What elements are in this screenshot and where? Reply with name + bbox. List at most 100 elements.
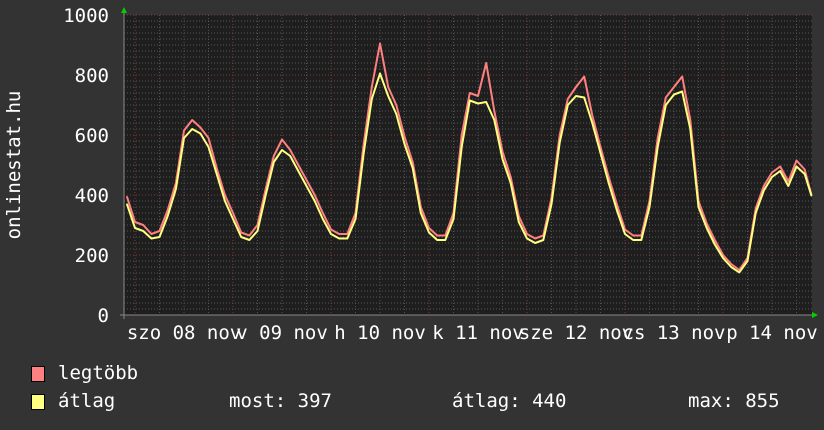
data-point xyxy=(322,218,324,220)
data-point xyxy=(314,200,316,202)
data-point xyxy=(403,143,406,145)
data-point xyxy=(305,185,308,187)
data-point xyxy=(632,239,634,241)
data-point xyxy=(436,239,438,241)
data-point xyxy=(469,92,471,94)
data-point xyxy=(191,119,193,121)
data-point xyxy=(150,237,152,240)
data-point xyxy=(330,228,332,231)
data-point xyxy=(346,237,348,240)
data-point xyxy=(730,266,732,268)
data-point xyxy=(387,86,389,88)
data-point xyxy=(126,203,128,205)
data-point xyxy=(591,122,593,124)
data-point xyxy=(689,119,691,121)
data-point xyxy=(224,200,226,202)
series-avg xyxy=(125,72,813,274)
data-point xyxy=(322,212,324,214)
data-point xyxy=(485,101,487,103)
legend-label-max: legtöbb xyxy=(58,362,139,384)
data-point xyxy=(706,222,708,225)
stat-atlag: átlag: 440 xyxy=(452,390,567,412)
data-point xyxy=(273,161,275,163)
data-point xyxy=(363,143,365,145)
legend-swatch-avg xyxy=(31,394,45,410)
y-axis-arrow-icon xyxy=(121,7,127,13)
data-point xyxy=(134,221,136,223)
data-point xyxy=(387,95,389,97)
data-point xyxy=(795,165,798,168)
y-tick-label: 0 xyxy=(98,305,109,327)
data-point xyxy=(469,99,471,102)
data-point xyxy=(265,194,267,196)
data-point xyxy=(158,230,161,232)
stat-most: most: 397 xyxy=(229,390,332,412)
data-point xyxy=(542,239,544,241)
data-point xyxy=(248,234,250,237)
data-point xyxy=(795,159,798,162)
data-point xyxy=(444,239,446,241)
x-tick-label: k 11 nov xyxy=(432,322,524,344)
data-point xyxy=(297,164,299,166)
data-point xyxy=(616,203,618,205)
data-point xyxy=(591,114,593,117)
y-axis-ticks: 0 200 400 600 800 1000 xyxy=(63,5,109,327)
x-tick-label: h 10 nov xyxy=(334,322,426,344)
data-point xyxy=(697,206,700,208)
data-point xyxy=(461,146,463,148)
data-point xyxy=(305,179,308,181)
data-point xyxy=(150,233,152,235)
data-point xyxy=(550,203,553,205)
data-point xyxy=(314,194,316,196)
y-tick-label: 200 xyxy=(75,245,109,267)
data-point xyxy=(207,137,210,139)
data-point xyxy=(428,227,430,229)
data-point xyxy=(346,233,348,235)
data-point xyxy=(730,263,732,265)
data-point xyxy=(738,271,740,273)
x-tick-label: sze 12 nov xyxy=(519,322,633,344)
data-point xyxy=(657,146,659,148)
data-point xyxy=(575,95,577,97)
data-point xyxy=(216,167,218,169)
x-tick-label: v 09 nov xyxy=(236,322,328,344)
data-point xyxy=(232,218,234,220)
data-point xyxy=(559,134,561,136)
data-point xyxy=(714,239,716,241)
data-point xyxy=(240,231,242,234)
data-point xyxy=(207,146,210,148)
data-point xyxy=(648,206,651,208)
data-point xyxy=(158,236,161,238)
data-point xyxy=(526,233,528,235)
data-point xyxy=(477,95,479,97)
data-point xyxy=(167,209,169,211)
data-point xyxy=(183,129,185,132)
data-point xyxy=(599,146,602,148)
y-tick-label: 800 xyxy=(75,65,109,87)
data-point xyxy=(771,176,773,178)
data-point xyxy=(804,173,806,175)
x-tick-label: szo 08 nov xyxy=(127,322,241,344)
data-point xyxy=(583,75,585,78)
data-point xyxy=(338,237,340,240)
data-point xyxy=(354,218,357,220)
data-point xyxy=(371,86,373,88)
data-point xyxy=(216,173,218,175)
legend-label-avg: átlag xyxy=(58,390,116,412)
data-point xyxy=(493,119,495,121)
data-point xyxy=(746,260,749,262)
data-point xyxy=(722,257,724,259)
data-point xyxy=(330,233,332,235)
data-point xyxy=(183,137,185,139)
y-tick-label: 400 xyxy=(75,185,109,207)
y-tick-label: 1000 xyxy=(63,5,109,27)
data-point xyxy=(510,182,512,184)
data-point xyxy=(461,134,463,136)
data-point xyxy=(779,165,781,168)
y-axis-label: onlinestat.hu xyxy=(3,91,25,240)
data-point xyxy=(175,188,177,190)
data-point xyxy=(289,149,291,151)
data-point xyxy=(787,180,789,183)
data-point xyxy=(689,128,691,130)
